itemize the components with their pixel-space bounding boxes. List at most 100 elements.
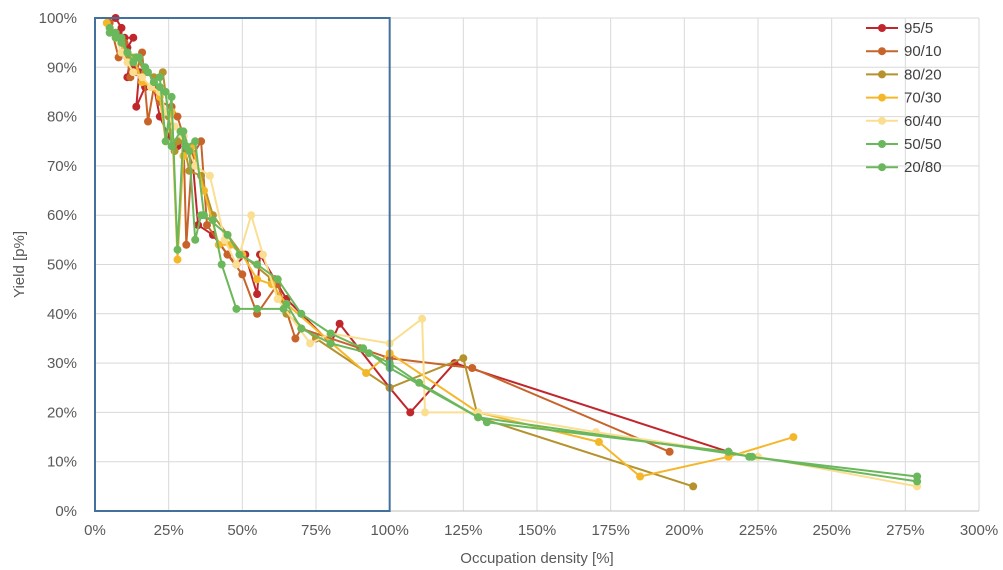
data-point — [724, 447, 733, 456]
data-point — [155, 83, 164, 91]
data-point — [297, 309, 306, 318]
legend-item: 90/10 — [866, 43, 942, 60]
data-point — [665, 447, 674, 456]
series-20-80 — [105, 28, 922, 481]
data-point — [418, 314, 427, 323]
data-point — [326, 339, 335, 348]
data-point — [253, 275, 262, 284]
data-point — [182, 142, 191, 151]
data-point — [203, 221, 211, 230]
data-point — [282, 299, 291, 308]
data-point — [247, 211, 256, 220]
x-tick-label: 175% — [591, 522, 629, 539]
y-tick-label: 10% — [47, 454, 77, 471]
legend-item: 70/30 — [866, 90, 942, 107]
data-point — [149, 78, 158, 87]
data-point — [689, 482, 698, 491]
x-tick-label: 100% — [370, 522, 408, 539]
data-point — [459, 354, 468, 363]
series-80-20 — [105, 23, 698, 491]
data-point — [359, 344, 368, 353]
x-tick-label: 125% — [444, 522, 482, 539]
data-point — [155, 73, 164, 82]
data-point — [197, 137, 206, 146]
legend-marker — [878, 163, 886, 172]
data-point — [326, 329, 335, 338]
y-axis-title: Yield [p%] — [11, 231, 28, 298]
legend-item: 50/50 — [866, 136, 942, 153]
x-tick-label: 250% — [812, 522, 850, 539]
data-point — [468, 364, 477, 372]
x-tick-label: 0% — [84, 522, 106, 539]
y-tick-label: 80% — [47, 109, 77, 126]
y-tick-labels: 0% 10% 20% 30% 40% 50% 60% 70% 80% 90% 100% — [39, 10, 77, 520]
data-point — [161, 137, 170, 146]
legend-item: 95/5 — [866, 20, 933, 37]
data-point — [123, 48, 132, 57]
legend-label: 70/30 — [904, 90, 942, 107]
data-point — [253, 304, 262, 313]
data-point — [235, 250, 244, 259]
legend-label: 80/20 — [904, 66, 942, 83]
data-point — [253, 260, 262, 269]
legend: 95/5 90/10 80/20 70/30 60/40 50/50 20/80 — [866, 20, 942, 176]
data-point — [482, 418, 491, 427]
series-line — [106, 22, 794, 478]
data-point — [789, 433, 798, 442]
data-point — [306, 339, 315, 348]
x-tick-label: 275% — [886, 522, 924, 539]
data-point — [176, 127, 185, 136]
x-tick-label: 25% — [154, 522, 184, 539]
data-point — [297, 324, 306, 333]
legend-label: 20/80 — [904, 159, 942, 176]
data-point — [111, 33, 120, 42]
legend-label: 90/10 — [904, 43, 942, 60]
data-point — [913, 472, 922, 481]
data-point — [129, 58, 138, 67]
data-point — [745, 452, 754, 461]
x-tick-label: 225% — [739, 522, 777, 539]
data-point — [182, 240, 191, 249]
data-point — [362, 369, 371, 377]
data-point — [200, 211, 208, 220]
y-tick-label: 60% — [47, 207, 77, 224]
legend-item: 60/40 — [866, 113, 942, 130]
data-point — [173, 245, 182, 254]
y-tick-label: 30% — [47, 355, 77, 372]
data-point — [223, 230, 232, 239]
legend-item: 20/80 — [866, 159, 942, 176]
y-tick-label: 100% — [39, 10, 77, 27]
y-tick-label: 40% — [47, 306, 77, 323]
y-tick-label: 70% — [47, 158, 77, 175]
data-point — [191, 137, 200, 146]
data-point — [161, 87, 170, 96]
x-axis-title: Occupation density [%] — [460, 550, 613, 567]
data-point — [232, 260, 241, 269]
data-point — [129, 33, 138, 42]
series-95-5 — [111, 14, 733, 456]
data-point — [117, 48, 126, 57]
data-point — [123, 58, 132, 67]
data-point — [273, 295, 282, 303]
data-point — [594, 438, 603, 446]
series-lines — [102, 14, 922, 491]
highlight-region — [94, 17, 391, 512]
data-point — [205, 171, 214, 180]
data-point — [144, 68, 152, 77]
legend-label: 50/50 — [904, 136, 942, 153]
x-tick-label: 75% — [301, 522, 331, 539]
series-70-30 — [102, 18, 798, 481]
data-point — [406, 408, 415, 417]
data-point — [167, 92, 176, 101]
data-point — [105, 28, 114, 37]
legend-marker — [878, 70, 886, 79]
data-point — [138, 73, 147, 82]
data-point — [217, 260, 226, 269]
legend-marker — [878, 140, 886, 148]
legend-item: 80/20 — [866, 66, 942, 83]
legend-marker — [878, 93, 886, 102]
data-point — [291, 334, 300, 343]
data-point — [117, 38, 126, 47]
data-point — [173, 255, 182, 264]
